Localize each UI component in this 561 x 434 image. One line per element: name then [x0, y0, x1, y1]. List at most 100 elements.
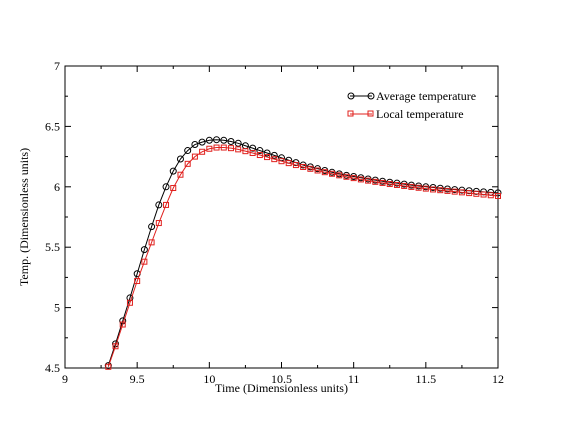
- data-point: [408, 183, 415, 190]
- data-point: [163, 201, 170, 208]
- x-tick-label: 9.5: [130, 372, 145, 386]
- x-tick-label: 11.5: [416, 372, 437, 386]
- data-point: [336, 172, 343, 179]
- series-line: [107, 139, 499, 366]
- data-point: [140, 246, 148, 254]
- data-point: [220, 144, 227, 151]
- x-axis-label: Time (Dimensionless units): [215, 381, 348, 395]
- y-tick-label: 4.5: [45, 361, 60, 375]
- data-point: [242, 148, 249, 155]
- legend-local-marker-left: [347, 110, 354, 117]
- data-point: [199, 148, 206, 155]
- data-point: [386, 181, 393, 188]
- data-point: [198, 138, 206, 146]
- legend-local-label: Local temperature: [376, 107, 464, 121]
- data-point: [148, 239, 155, 246]
- data-point: [126, 294, 134, 302]
- data-point: [191, 153, 198, 160]
- legend-average-label: Average temperature: [376, 89, 476, 103]
- data-point: [256, 147, 264, 155]
- data-point: [155, 220, 162, 227]
- x-tick-label: 10.5: [271, 372, 292, 386]
- y-tick-label: 6.5: [45, 119, 60, 133]
- data-point: [134, 278, 141, 285]
- legend-average-marker-left: [347, 92, 355, 100]
- x-tick-label: 9: [62, 372, 68, 386]
- data-point: [206, 145, 213, 152]
- data-point: [155, 201, 163, 209]
- data-point: [235, 146, 242, 153]
- data-point: [263, 149, 271, 157]
- plot-frame: [64, 65, 499, 369]
- data-point: [169, 167, 177, 175]
- data-point: [437, 187, 444, 194]
- data-point: [141, 258, 148, 265]
- data-point: [444, 187, 451, 194]
- legend-average-temperature: Average temperature: [347, 89, 476, 103]
- series-line: [107, 147, 499, 367]
- data-point: [307, 165, 314, 172]
- data-point: [329, 170, 336, 177]
- data-point: [379, 179, 386, 186]
- data-point: [184, 160, 191, 167]
- data-point: [401, 182, 408, 189]
- legend-local-temperature: Local temperature: [347, 107, 464, 121]
- data-point: [495, 192, 501, 199]
- data-point: [430, 186, 437, 193]
- x-tick-label: 12: [492, 372, 504, 386]
- data-point: [357, 176, 364, 183]
- data-point: [256, 152, 263, 159]
- data-point: [184, 147, 192, 155]
- data-point: [278, 158, 285, 165]
- data-point: [393, 181, 400, 188]
- data-point: [372, 178, 379, 185]
- data-point: [466, 190, 473, 197]
- data-point: [112, 343, 119, 350]
- data-point: [285, 160, 292, 167]
- data-point: [191, 141, 199, 149]
- data-point: [264, 154, 271, 161]
- y-axis-ticks: 4.5 5 5.5 6 6.5 7: [45, 59, 498, 375]
- x-axis-ticks: 9 9.5 10 10.5 11 11.5 12: [62, 66, 504, 386]
- y-tick-label: 7: [54, 59, 60, 73]
- data-point: [473, 190, 480, 197]
- data-point: [292, 162, 299, 169]
- data-point: [234, 139, 242, 147]
- data-point: [126, 299, 133, 306]
- data-point: [270, 151, 278, 159]
- y-tick-label: 5: [54, 301, 60, 315]
- data-point: [321, 169, 328, 176]
- data-point: [227, 145, 234, 152]
- data-point: [271, 156, 278, 163]
- data-point: [249, 144, 257, 152]
- data-point: [227, 138, 235, 145]
- data-point: [350, 175, 357, 182]
- legend: Average temperature Local temperature: [347, 89, 476, 121]
- series-layer: [104, 136, 502, 370]
- data-point: [249, 149, 256, 156]
- data-point: [343, 173, 350, 180]
- data-point: [314, 167, 321, 174]
- data-point: [176, 155, 184, 163]
- y-axis-label: Temp. (Dimensionless units): [17, 148, 31, 286]
- data-point: [480, 191, 487, 198]
- data-point: [213, 144, 220, 151]
- data-point: [162, 183, 170, 191]
- x-tick-label: 10: [203, 372, 215, 386]
- data-point: [148, 223, 156, 231]
- y-tick-label: 6: [54, 180, 60, 194]
- legend-average-marker-right: [367, 92, 375, 100]
- series-local-temperature: [105, 144, 501, 370]
- data-point: [487, 192, 494, 199]
- data-point: [170, 185, 177, 192]
- data-point: [205, 136, 213, 144]
- x-tick-label: 11: [348, 372, 360, 386]
- data-point: [365, 177, 372, 184]
- legend-local-marker-right: [367, 110, 374, 117]
- data-point: [451, 188, 458, 195]
- y-tick-label: 5.5: [45, 240, 60, 254]
- data-point: [220, 136, 228, 144]
- data-point: [300, 163, 307, 170]
